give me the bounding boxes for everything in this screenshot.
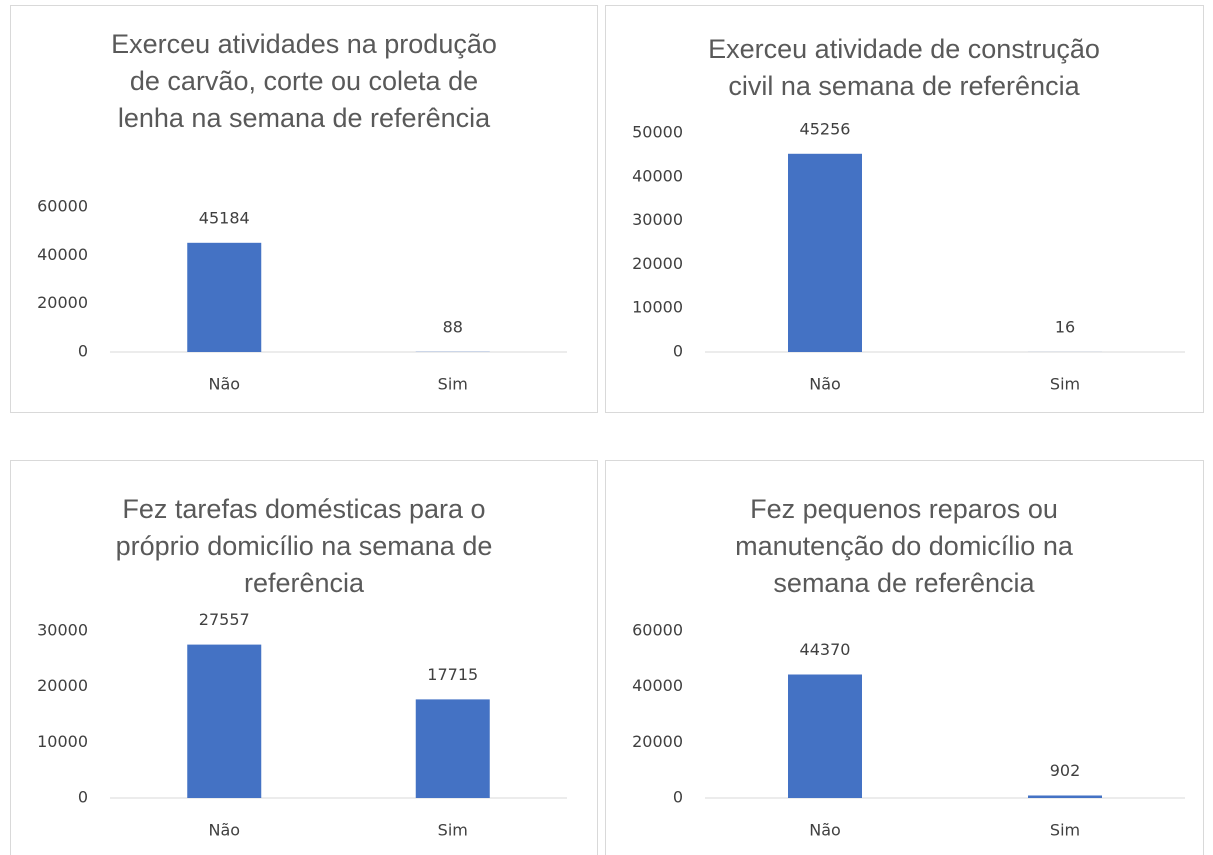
chart-panel [605, 460, 1204, 855]
y-tick-label: 0 [78, 788, 88, 807]
y-tick-label: 0 [673, 788, 683, 807]
bar [187, 644, 262, 798]
y-tick-label: 50000 [632, 123, 683, 142]
bar [788, 153, 862, 352]
x-tick-label: Sim [1050, 375, 1080, 394]
chart-title: Exerceu atividades na produção de carvão… [111, 29, 497, 133]
data-label: 27557 [199, 610, 250, 629]
y-tick-label: 20000 [37, 293, 88, 312]
data-label: 45256 [800, 119, 851, 138]
data-label: 45184 [199, 208, 250, 227]
y-tick-label: 40000 [632, 166, 683, 185]
y-tick-label: 20000 [37, 676, 88, 695]
data-label: 17715 [427, 665, 478, 684]
x-tick-label: Sim [1050, 821, 1080, 840]
bar [187, 242, 262, 352]
y-tick-label: 40000 [37, 245, 88, 264]
y-tick-label: 0 [673, 342, 683, 361]
x-tick-label: Sim [438, 375, 468, 394]
data-label: 902 [1050, 761, 1081, 780]
chart-panel [10, 460, 598, 855]
y-tick-label: 20000 [632, 732, 683, 751]
bar [415, 699, 490, 798]
x-tick-label: Sim [438, 821, 468, 840]
x-tick-label: Não [208, 821, 240, 840]
chart-title: Exerceu atividade de construção civil na… [708, 34, 1100, 101]
x-tick-label: Não [809, 375, 841, 394]
data-label: 16 [1055, 317, 1075, 336]
chart-panel [605, 5, 1204, 413]
y-tick-label: 0 [78, 342, 88, 361]
y-tick-label: 10000 [632, 298, 683, 317]
y-tick-label: 60000 [37, 197, 88, 216]
y-tick-label: 10000 [37, 732, 88, 751]
bar [1028, 795, 1102, 798]
x-tick-label: Não [208, 375, 240, 394]
data-label: 88 [443, 317, 463, 336]
bar [788, 674, 862, 798]
chart-panel [10, 5, 598, 413]
x-tick-label: Não [809, 821, 841, 840]
data-label: 44370 [800, 640, 851, 659]
y-tick-label: 60000 [632, 621, 683, 640]
y-tick-label: 30000 [37, 621, 88, 640]
y-tick-label: 30000 [632, 210, 683, 229]
chart-title: Fez tarefas domésticas para o próprio do… [115, 494, 493, 598]
y-tick-label: 40000 [632, 676, 683, 695]
y-tick-label: 20000 [632, 254, 683, 273]
chart-title: Fez pequenos reparos ou manutenção do do… [735, 494, 1073, 598]
